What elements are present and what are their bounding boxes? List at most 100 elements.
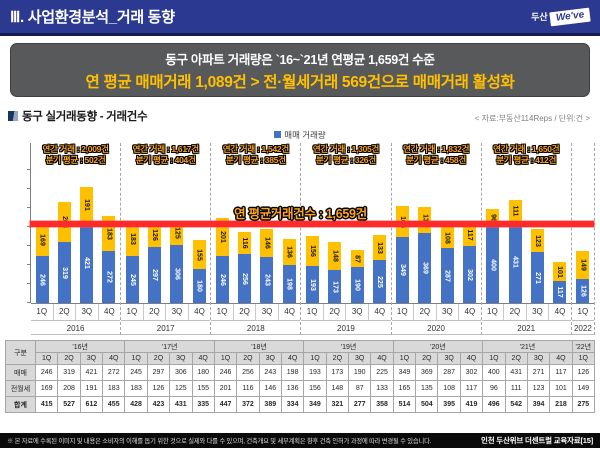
bar-2020-3Q: 108 287: [440, 227, 454, 303]
chart-legend: 매매 거래량: [0, 129, 600, 141]
y-axis-tick: [27, 207, 31, 208]
table-cell: 256: [236, 364, 260, 381]
bar-value-label: 246: [218, 273, 226, 286]
table-cell: 271: [526, 364, 551, 381]
table-cell: 133: [370, 380, 394, 397]
maemae-segment: 126: [576, 279, 590, 303]
bars-area: 156 193 148 173 87 190 133 225: [301, 143, 390, 303]
annotation-line1: 연간 거래 : 1,617건: [132, 144, 199, 154]
jeonwolse-segment: 149: [576, 251, 590, 279]
y-axis-tick: [27, 283, 31, 284]
table-cell: 349: [303, 396, 327, 413]
table-cell: 542: [504, 396, 528, 413]
table-cell: 455: [102, 396, 126, 413]
section-bullet-icon: [8, 111, 18, 121]
jeonwolse-segment: 87: [350, 250, 364, 267]
table-cell: 419: [459, 396, 484, 413]
maemae-segment: 302: [462, 246, 476, 303]
table-cell: 173: [325, 364, 350, 381]
bar-value-label: 173: [331, 280, 339, 293]
table-cell: 117: [459, 380, 484, 397]
table-cell: 287: [437, 364, 461, 381]
table-cell: 245: [124, 364, 148, 381]
bar-value-label: 191: [83, 199, 91, 211]
table-cell: 180: [191, 364, 215, 381]
bar-value-label: 369: [421, 262, 429, 274]
table-cell: 395: [437, 396, 461, 413]
bar-value-label: 156: [309, 245, 317, 257]
annual-annotation: 연간 거래 : 1,542건 분기 평균 : 385건: [211, 144, 300, 167]
maemae-segment: 400: [486, 227, 500, 303]
table-cell: 198: [280, 364, 305, 381]
table-row: 매매 246 319 421 272 245 297 306 180 246 256 243 198 19…: [5, 364, 596, 381]
table-cell: 306: [169, 364, 193, 381]
axis-quarter-row: 1Q 2Q 3Q 4Q: [391, 303, 481, 320]
table-quarter-header: 1Q: [34, 352, 59, 365]
table-cell: 218: [549, 396, 573, 413]
page-title: Ⅲ. 사업환경분석_거래 동향: [10, 9, 175, 26]
table-quarter-header: 4Q: [459, 352, 484, 365]
jeonwolse-segment: 146: [260, 229, 274, 257]
bar-2021-2Q: 111 431: [508, 200, 522, 303]
section-title: 동구 실거래동향 - 거래건수: [22, 111, 148, 123]
year-group-2021: 연간 거래 : 1,650건 분기 평균 : 412건 96 400 111 431 123…: [481, 143, 572, 335]
jeonwolse-segment: 148: [328, 242, 342, 270]
bar-2018-2Q: 116 256: [238, 232, 252, 303]
bar-2017-3Q: 125 306: [170, 221, 184, 303]
table-quarter-header: 3Q: [348, 352, 372, 365]
annotation-line2: 분기 평균 : 404건: [135, 155, 196, 166]
table-year-header: '22년: [571, 340, 596, 353]
weve-logo-badge: We've: [548, 7, 591, 26]
maemae-segment: 271: [530, 252, 544, 303]
table-quarter-header: 3Q: [526, 352, 551, 365]
table-cell: 421: [79, 364, 104, 381]
table-quarter-header: 3Q: [79, 352, 104, 365]
legend-swatch-blue-icon: [274, 131, 282, 138]
jeonwolse-segment: 101: [553, 262, 567, 281]
bar-value-label: 272: [105, 271, 113, 283]
annotation-line2: 분기 평균 : 385건: [226, 155, 286, 166]
annotation-line1: 연간 거래 : 1,832건: [403, 144, 470, 154]
axis-quarter-label: 1Q: [31, 304, 54, 320]
maemae-segment: 180: [192, 269, 206, 303]
maemae-segment: 246: [35, 256, 49, 303]
table-cell: 431: [504, 364, 528, 381]
axis-quarter-label: 2Q: [144, 304, 167, 320]
legend-label: 매매 거래량: [284, 130, 326, 140]
table-cell: 246: [213, 364, 238, 381]
bar-value-label: 256: [241, 272, 249, 285]
bar-value-label: 180: [195, 280, 203, 292]
axis-year-label: 2019: [301, 320, 391, 335]
table-cell: 136: [280, 380, 305, 397]
maemae-segment: 193: [306, 266, 320, 303]
table-cell: 117: [549, 364, 573, 381]
maemae-segment: 431: [508, 221, 522, 303]
axis-quarter-label: 1Q: [121, 304, 144, 320]
source-note: < 자료:부동산114Reps / 단위:건 >: [474, 114, 590, 123]
y-axis-tick: [27, 302, 31, 303]
table-year-header: '19년: [303, 340, 394, 353]
bar-value-label: 297: [151, 269, 159, 281]
bars-area: 149 126: [572, 143, 594, 303]
bar-value-label: 125: [173, 227, 181, 239]
table-cell: 111: [504, 380, 528, 397]
table-cell: 243: [258, 364, 282, 381]
table-quarter-header: 3Q: [258, 352, 282, 365]
bar-value-label: 135: [421, 214, 429, 226]
table-cell: 208: [57, 380, 81, 397]
maemae-segment: 245: [125, 256, 139, 303]
table-cell: 225: [370, 364, 394, 381]
doosan-weve-logo: 두산 We've: [531, 7, 591, 26]
axis-quarter-row: 1Q 2Q 3Q 4Q: [301, 303, 391, 320]
y-axis-tick: [27, 264, 31, 265]
table-cell: 349: [392, 364, 417, 381]
table-cell: 190: [348, 364, 372, 381]
bar-value-label: 349: [399, 264, 407, 276]
bar-2019-1Q: 156 193: [306, 236, 320, 303]
table-row-label: 전월세: [5, 380, 36, 397]
maemae-segment: 349: [396, 237, 410, 303]
table-quarter-header: 4Q: [549, 352, 573, 365]
bars-area: 183 245 126 297 125 306 155 180: [121, 143, 210, 303]
